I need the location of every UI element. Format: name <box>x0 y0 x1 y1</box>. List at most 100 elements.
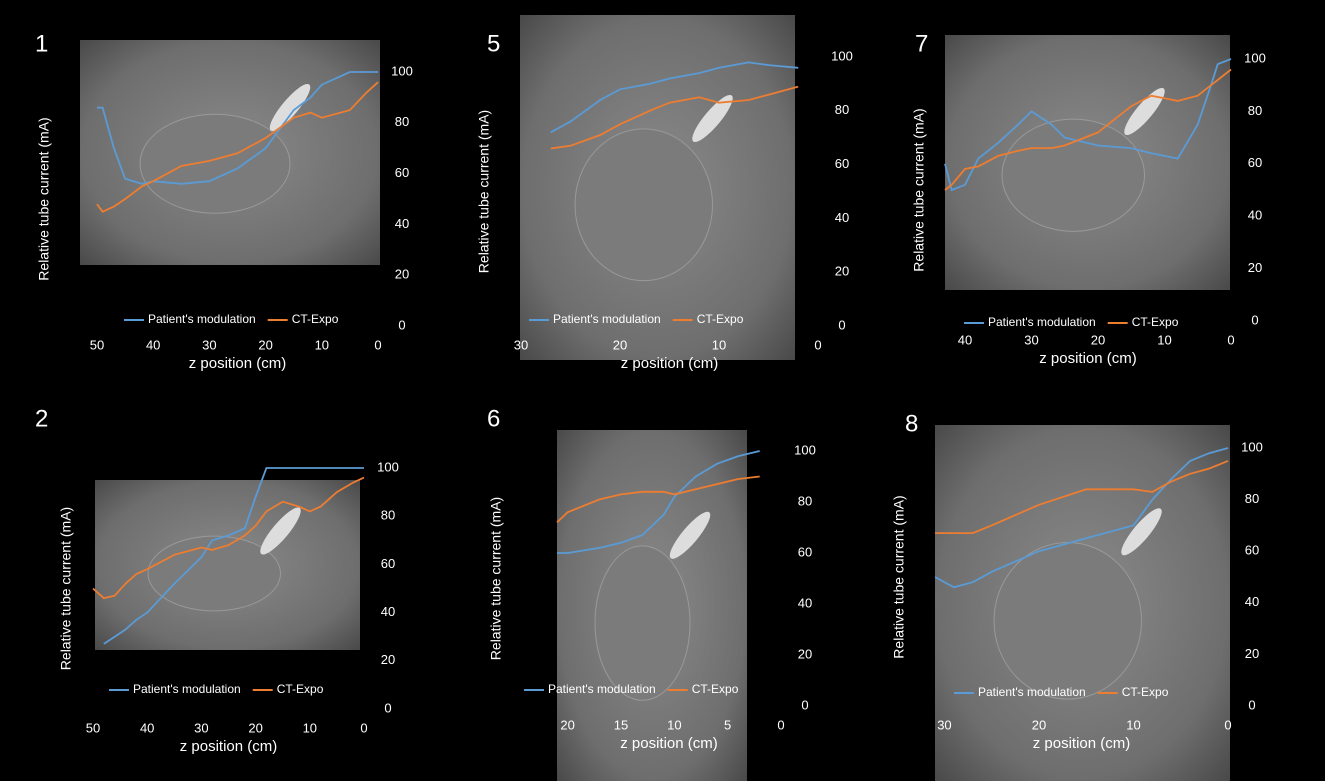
y-tick-label: 60 <box>1248 155 1262 170</box>
x-tick-label: 10 <box>667 717 681 732</box>
figure: 102040608010050403020100z position (cm)R… <box>0 0 1325 781</box>
y-tick-label: 20 <box>1248 260 1262 275</box>
y-tick-label: 80 <box>381 508 395 523</box>
ct-structure <box>994 542 1142 699</box>
legend-label: Patient's modulation <box>148 312 256 326</box>
y-tick-label: 80 <box>1248 103 1262 118</box>
y-axis-label: Relative tube current (mA) <box>488 497 504 660</box>
x-tick-label: 20 <box>560 717 574 732</box>
legend-label: Patient's modulation <box>133 682 241 696</box>
x-axis-label: z position (cm) <box>180 738 278 755</box>
x-tick-label: 15 <box>614 717 628 732</box>
y-tick-label: 0 <box>838 317 845 332</box>
y-tick-label: 80 <box>798 493 812 508</box>
legend-label: CT-Expo <box>277 682 324 696</box>
x-axis-label: z position (cm) <box>620 735 718 752</box>
x-tick-label: 30 <box>1024 332 1038 347</box>
x-tick-label: 30 <box>514 337 528 352</box>
y-tick-label: 80 <box>835 102 849 117</box>
panel-number: 2 <box>35 405 48 432</box>
legend-label: CT-Expo <box>692 682 739 696</box>
y-tick-label: 100 <box>1241 439 1263 454</box>
x-tick-label: 30 <box>202 337 216 352</box>
ct-structure <box>575 129 713 281</box>
y-tick-label: 100 <box>377 459 399 474</box>
x-axis-label: z position (cm) <box>621 355 719 372</box>
x-tick-label: 40 <box>958 332 972 347</box>
x-axis-label: z position (cm) <box>1033 735 1131 752</box>
legend-label: Patient's modulation <box>553 312 661 326</box>
x-axis-label: z position (cm) <box>189 355 287 372</box>
y-axis-label: Relative tube current (mA) <box>911 108 927 271</box>
x-tick-label: 40 <box>140 720 154 735</box>
ct-structure <box>1002 119 1145 231</box>
legend-label: Patient's modulation <box>548 682 656 696</box>
y-tick-label: 60 <box>798 544 812 559</box>
x-tick-label: 20 <box>248 720 262 735</box>
x-axis-label: z position (cm) <box>1039 350 1137 367</box>
y-tick-label: 40 <box>835 210 849 225</box>
y-tick-label: 20 <box>798 646 812 661</box>
y-tick-label: 60 <box>381 556 395 571</box>
y-tick-label: 100 <box>1244 50 1266 65</box>
panel-number: 5 <box>487 30 500 57</box>
x-tick-label: 10 <box>1126 717 1140 732</box>
x-tick-label: 0 <box>374 337 381 352</box>
x-tick-label: 0 <box>360 720 367 735</box>
ct-structure <box>595 546 690 700</box>
ct-structure <box>148 536 281 611</box>
x-tick-label: 20 <box>1091 332 1105 347</box>
legend-label: CT-Expo <box>292 312 339 326</box>
y-axis-label: Relative tube current (mA) <box>36 117 52 280</box>
x-tick-label: 20 <box>1032 717 1046 732</box>
legend-label: Patient's modulation <box>978 685 1086 699</box>
x-tick-label: 0 <box>777 717 784 732</box>
legend-label: Patient's modulation <box>988 315 1096 329</box>
x-tick-label: 0 <box>814 337 821 352</box>
x-tick-label: 30 <box>194 720 208 735</box>
x-tick-label: 0 <box>1227 332 1234 347</box>
y-tick-label: 20 <box>395 267 409 282</box>
x-tick-label: 5 <box>724 717 731 732</box>
y-tick-label: 100 <box>391 63 413 78</box>
y-tick-label: 0 <box>1248 697 1255 712</box>
x-tick-label: 10 <box>315 337 329 352</box>
y-tick-label: 0 <box>801 697 808 712</box>
x-tick-label: 20 <box>613 337 627 352</box>
y-tick-label: 100 <box>794 442 816 457</box>
y-tick-label: 40 <box>1248 208 1262 223</box>
legend-label: CT-Expo <box>697 312 744 326</box>
x-tick-label: 10 <box>303 720 317 735</box>
y-axis-label: Relative tube current (mA) <box>58 507 74 670</box>
y-tick-label: 40 <box>798 595 812 610</box>
x-tick-label: 50 <box>86 720 100 735</box>
panel-number: 7 <box>915 30 928 57</box>
y-axis-label: Relative tube current (mA) <box>476 110 492 273</box>
y-tick-label: 80 <box>1245 491 1259 506</box>
x-tick-label: 20 <box>258 337 272 352</box>
y-axis-label: Relative tube current (mA) <box>891 495 907 658</box>
y-tick-label: 80 <box>395 114 409 129</box>
x-tick-label: 40 <box>146 337 160 352</box>
legend-label: CT-Expo <box>1122 685 1169 699</box>
x-tick-label: 30 <box>937 717 951 732</box>
x-tick-label: 10 <box>712 337 726 352</box>
y-tick-label: 40 <box>1245 594 1259 609</box>
y-tick-label: 60 <box>835 156 849 171</box>
y-tick-label: 40 <box>395 216 409 231</box>
panel-number: 1 <box>35 30 48 57</box>
y-tick-label: 100 <box>831 48 853 63</box>
panel-number: 8 <box>905 410 918 437</box>
x-tick-label: 50 <box>90 337 104 352</box>
y-tick-label: 20 <box>1245 646 1259 661</box>
y-tick-label: 20 <box>835 264 849 279</box>
panel-number: 6 <box>487 405 500 432</box>
ct-structure <box>140 114 290 213</box>
y-tick-label: 0 <box>1251 312 1258 327</box>
y-tick-label: 60 <box>1245 543 1259 558</box>
y-tick-label: 0 <box>384 700 391 715</box>
y-tick-label: 40 <box>381 604 395 619</box>
y-tick-label: 0 <box>398 317 405 332</box>
y-tick-label: 60 <box>395 165 409 180</box>
y-tick-label: 20 <box>381 652 395 667</box>
